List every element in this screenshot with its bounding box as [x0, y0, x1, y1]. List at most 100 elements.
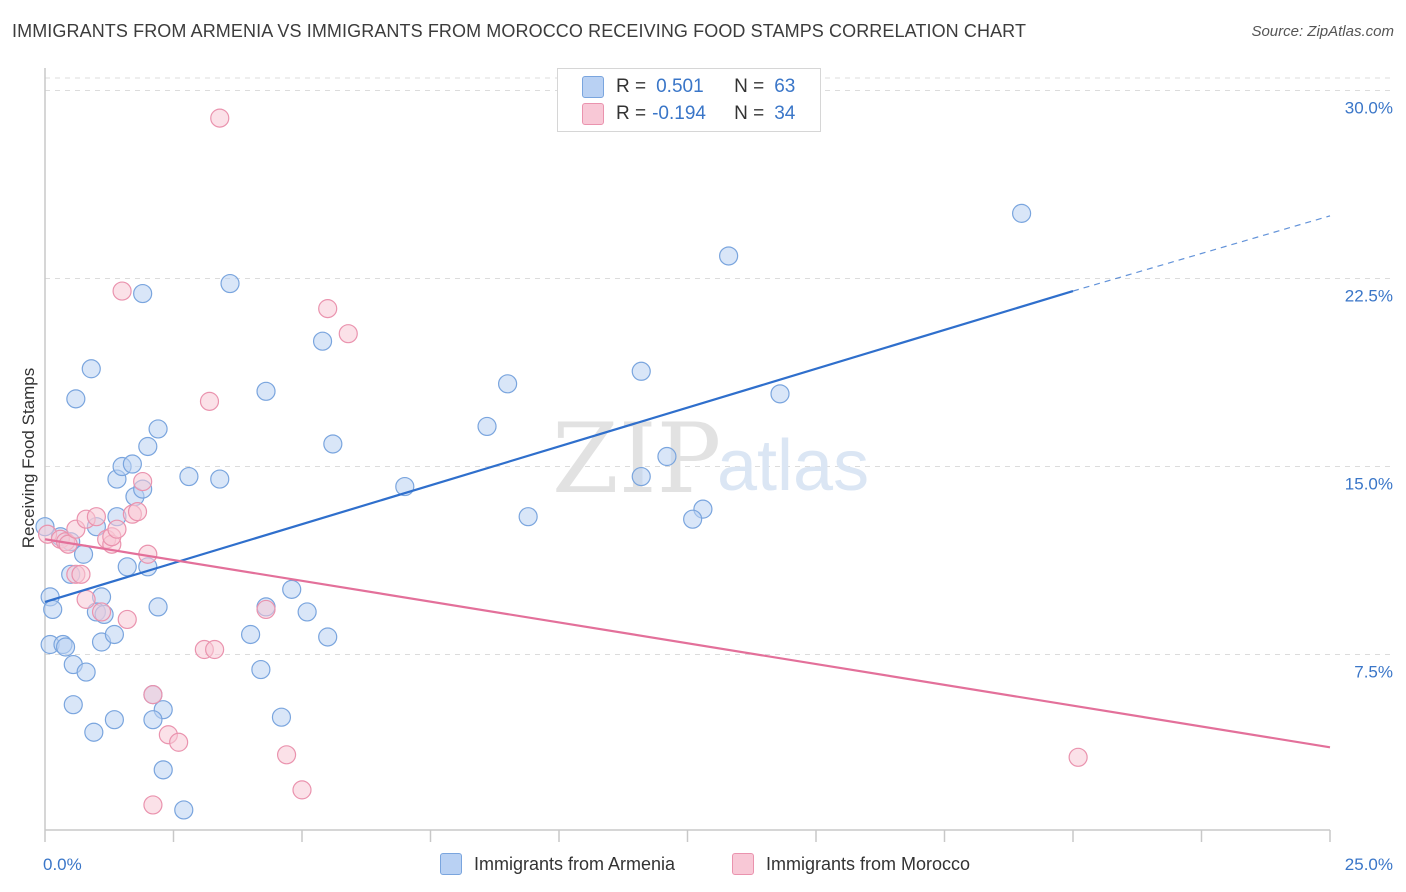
- armenia-point: [271, 707, 292, 727]
- morocco-point: [292, 780, 312, 800]
- armenia-point: [1011, 203, 1032, 223]
- legend-n-value: 34: [774, 103, 796, 124]
- armenia-point: [117, 557, 137, 577]
- y-tick-label: 7.5%: [1354, 663, 1393, 682]
- armenia-point: [133, 283, 153, 304]
- morocco-point: [256, 599, 276, 620]
- legend-row-morocco: R = -0.194 N = 34: [582, 101, 795, 127]
- armenia-point: [657, 446, 677, 467]
- morocco-point: [86, 507, 107, 527]
- armenia-point: [498, 374, 518, 394]
- watermark-atlas: atlas: [717, 426, 869, 506]
- armenia-swatch: [440, 853, 462, 875]
- armenia-point: [631, 466, 651, 487]
- armenia-point: [256, 381, 276, 401]
- armenia-point: [63, 695, 83, 715]
- bottom-legend-armenia: Immigrants from Armenia: [440, 851, 675, 877]
- armenia-trend-extension: [1072, 215, 1331, 292]
- armenia-point: [138, 436, 158, 457]
- armenia-trend-line: [44, 290, 1074, 603]
- armenia-point: [104, 710, 124, 730]
- x-tick-label: 25.0%: [1345, 855, 1393, 874]
- bottom-legend-label: Immigrants from Armenia: [474, 853, 676, 874]
- morocco-point: [91, 602, 112, 622]
- armenia-point: [174, 800, 194, 820]
- armenia-point: [477, 416, 497, 437]
- y-axis-label: Receiving Food Stamps: [19, 368, 38, 548]
- morocco-point: [210, 108, 230, 128]
- morocco-point: [143, 685, 163, 705]
- morocco-point: [169, 732, 189, 752]
- legend-r-value: -0.194: [652, 103, 706, 124]
- armenia-point: [251, 659, 271, 680]
- bottom-legend-label: Immigrants from Morocco: [766, 853, 971, 874]
- correlation-legend: R = 0.501 N = 63 R = -0.194 N = 34: [557, 68, 821, 132]
- armenia-point: [297, 602, 317, 622]
- morocco-point: [205, 639, 225, 660]
- armenia-point: [104, 624, 124, 645]
- morocco-point: [107, 519, 127, 539]
- axis-labels: 7.5% 15.0% 22.5% 30.0% 0.0% 25.0%: [43, 99, 1393, 874]
- morocco-point: [276, 745, 297, 765]
- armenia-point: [179, 466, 199, 487]
- legend-r-label: R =: [616, 76, 647, 97]
- morocco-point: [1068, 747, 1088, 767]
- armenia-point: [631, 361, 651, 381]
- morocco-point: [117, 609, 137, 630]
- armenia-point: [683, 509, 703, 529]
- armenia-point: [84, 722, 104, 742]
- morocco-swatch: [582, 103, 604, 125]
- armenia-point: [323, 434, 343, 454]
- armenia-point: [210, 469, 230, 489]
- armenia-point: [148, 597, 168, 617]
- morocco-point: [127, 502, 148, 522]
- watermark: ZIP atlas: [552, 403, 869, 515]
- armenia-swatch: [582, 76, 604, 98]
- armenia-point: [43, 599, 63, 620]
- armenia-point: [312, 331, 333, 351]
- legend-n-label: N =: [734, 103, 765, 124]
- armenia-point: [76, 662, 96, 682]
- armenia-point: [81, 359, 101, 379]
- morocco-point: [112, 281, 132, 301]
- legend-row-armenia: R = 0.501 N = 63: [582, 74, 795, 100]
- armenia-point: [282, 579, 302, 599]
- morocco-point: [199, 391, 220, 411]
- legend-n-value: 63: [774, 76, 796, 97]
- armenia-point: [241, 624, 261, 645]
- legend-r-value: 0.501: [656, 76, 704, 97]
- grid-lines: [45, 77, 1392, 656]
- morocco-point: [338, 324, 358, 344]
- morocco-point: [143, 795, 163, 815]
- watermark-zip: ZIP: [552, 403, 721, 515]
- trend-lines: [44, 215, 1331, 749]
- armenia-point: [518, 507, 538, 527]
- y-tick-label: 15.0%: [1345, 475, 1393, 494]
- morocco-point: [71, 564, 91, 584]
- armenia-point: [220, 273, 240, 294]
- armenia-point: [143, 710, 163, 730]
- source-label: Source: ZipAtlas.com: [1251, 23, 1394, 40]
- axes: [44, 68, 1331, 842]
- armenia-point: [66, 389, 86, 409]
- armenia-point: [73, 544, 94, 564]
- armenia-point: [153, 760, 173, 780]
- legend-r-label: R =: [616, 103, 647, 124]
- data-points: [35, 108, 1088, 820]
- morocco-point: [318, 299, 338, 319]
- legend-n-label: N =: [734, 76, 765, 97]
- armenia-point: [55, 637, 76, 657]
- armenia-point: [122, 454, 142, 474]
- y-tick-label: 22.5%: [1345, 287, 1393, 306]
- chart-title: IMMIGRANTS FROM ARMENIA VS IMMIGRANTS FR…: [12, 21, 1027, 41]
- armenia-point: [719, 246, 739, 266]
- morocco-point: [76, 589, 96, 609]
- bottom-legend-morocco: Immigrants from Morocco: [732, 851, 970, 877]
- armenia-point: [318, 627, 338, 647]
- morocco-point: [133, 471, 153, 492]
- x-tick-label: 0.0%: [43, 855, 82, 874]
- armenia-point: [770, 384, 790, 404]
- armenia-point: [148, 419, 168, 439]
- morocco-trend-line: [44, 538, 1331, 749]
